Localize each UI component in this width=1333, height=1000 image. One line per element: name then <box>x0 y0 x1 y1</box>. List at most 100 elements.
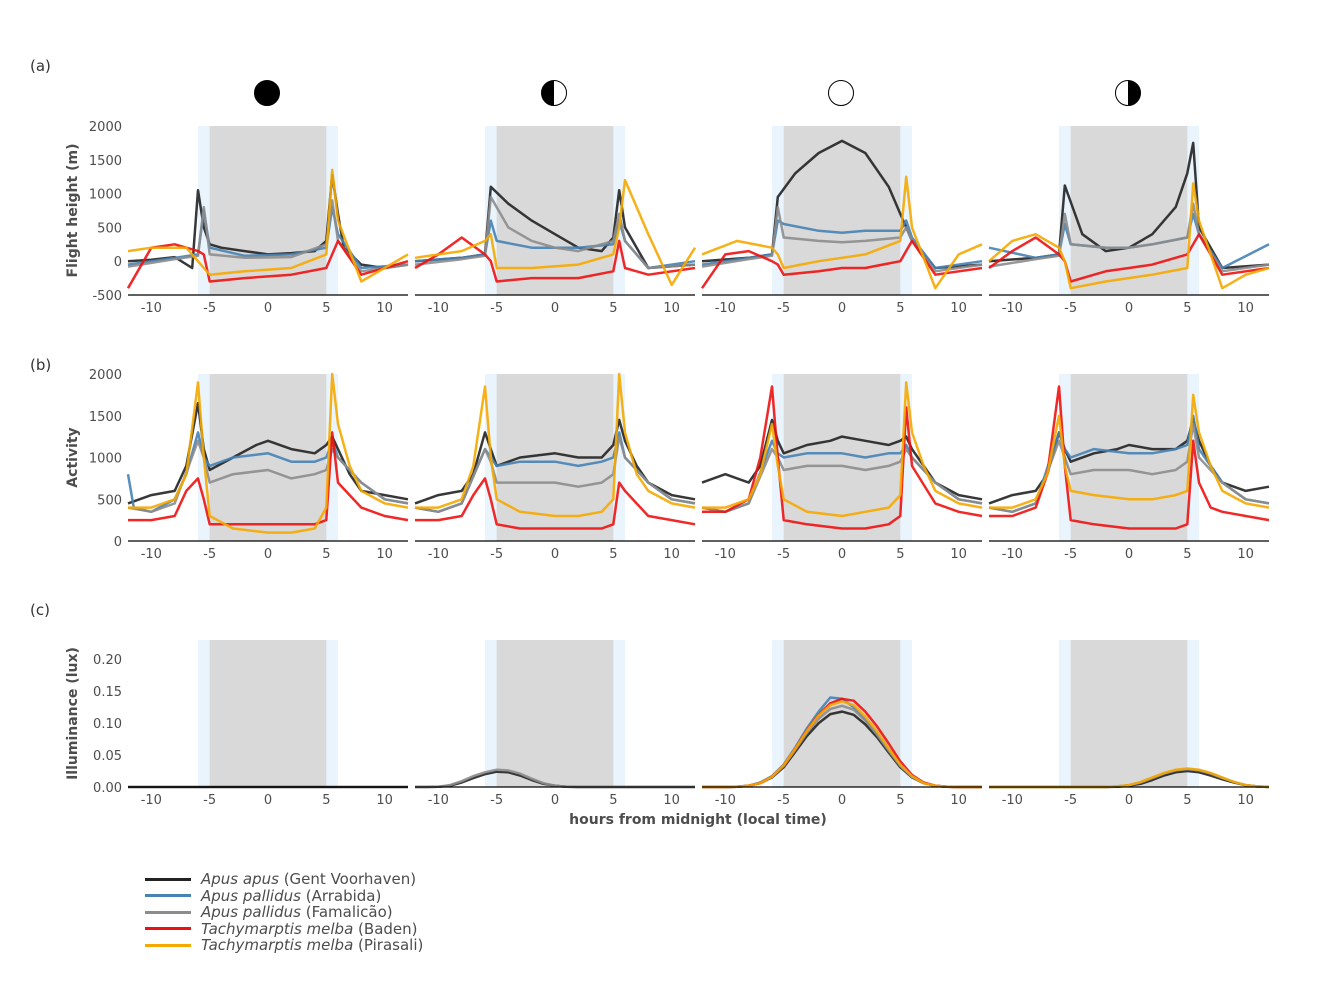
x-tick-label: 10 <box>1237 547 1254 562</box>
x-tick-label: -10 <box>1002 547 1023 562</box>
y-tick-label: 1000 <box>89 188 122 203</box>
series-line <box>415 372 696 518</box>
series-line <box>700 239 983 289</box>
series-line <box>128 372 409 534</box>
legend-species: Apus apus <box>201 870 279 889</box>
series-line <box>415 477 696 530</box>
x-tick-label: 5 <box>1183 793 1191 808</box>
legend-swatch <box>145 910 191 914</box>
x-tick-label: 0 <box>264 301 272 316</box>
night-band <box>496 640 614 787</box>
legend-species: Tachymarptis melba <box>201 936 354 955</box>
y-axis-title: Illuminance (lux) <box>65 647 81 780</box>
x-tick-label: 10 <box>950 547 967 562</box>
x-tick-label: -10 <box>141 793 162 808</box>
x-tick-label: 10 <box>663 793 680 808</box>
legend-item: Apus pallidus (Arrabida) <box>145 886 423 905</box>
x-tick-label: 5 <box>896 301 904 316</box>
x-tick-label: -5 <box>777 301 790 316</box>
x-tick-label: -10 <box>715 793 736 808</box>
x-tick-label: 0 <box>1125 793 1133 808</box>
x-tick-label: 0 <box>264 547 272 562</box>
y-tick-label: 0.00 <box>93 781 122 796</box>
x-tick-label: -10 <box>715 547 736 562</box>
facet-c-new: -10 -5 0 5 10 0.00 0.05 0.10 0.15 0.20 <box>93 640 408 808</box>
x-tick-label: -5 <box>1064 793 1077 808</box>
x-tick-label: 5 <box>896 547 904 562</box>
series-line <box>701 175 983 290</box>
panel-label-a: (a) <box>30 57 51 75</box>
y-tick-label: 1500 <box>89 154 122 169</box>
x-tick-label: 10 <box>376 547 393 562</box>
y-tick-label: 0.05 <box>93 749 122 764</box>
legend-site: (Pirasali) <box>358 936 424 955</box>
series-line <box>414 178 697 287</box>
x-tick-label: 5 <box>322 547 330 562</box>
x-tick-label: 10 <box>1237 301 1254 316</box>
x-tick-label: 0 <box>838 301 846 316</box>
x-tick-label: -10 <box>428 301 449 316</box>
y-tick-label: 2000 <box>89 368 122 383</box>
night-band <box>783 126 901 295</box>
night-band <box>209 374 327 541</box>
x-tick-label: 0 <box>838 793 846 808</box>
legend-item: Tachymarptis melba (Baden) <box>145 919 423 938</box>
legend-item: Tachymarptis melba (Pirasali) <box>145 936 424 955</box>
x-tick-label: -10 <box>428 793 449 808</box>
series-line <box>988 232 1270 283</box>
x-tick-label: 5 <box>609 301 617 316</box>
x-tick-label: 5 <box>322 793 330 808</box>
series-line <box>702 381 983 518</box>
x-tick-label: 0 <box>551 547 559 562</box>
series-line <box>989 393 1270 509</box>
y-axis-title: Flight height (m) <box>65 144 81 278</box>
facet-b-full: -10 -5 0 5 10 <box>701 374 983 562</box>
series-line <box>127 168 409 283</box>
series-line <box>702 385 983 530</box>
x-tick-label: 10 <box>663 547 680 562</box>
x-tick-label: -10 <box>428 547 449 562</box>
legend-species: Apus pallidus <box>201 903 301 922</box>
moon-icon-first-quarter <box>541 80 567 106</box>
series-line <box>702 700 982 789</box>
plot-area: -10 -5 0 5 10 -5 0 0 0 5 0 0 1000 1500 2000 -10 -5 0 5 10 -1… <box>65 120 1270 808</box>
legend-swatch <box>145 927 191 931</box>
facet-c-last-quarter: -10 -5 0 5 10 <box>989 640 1270 808</box>
x-tick-label: 10 <box>376 793 393 808</box>
facet-a-full: -10 -5 0 5 10 <box>700 126 983 316</box>
night-band <box>209 126 327 295</box>
night-band <box>1070 640 1188 787</box>
moon-icon-last-quarter <box>1115 80 1141 106</box>
legend-species: Tachymarptis melba <box>201 919 354 938</box>
series-line <box>126 239 409 289</box>
legend-species: Apus pallidus <box>201 886 301 905</box>
y-tick-label: 0.20 <box>93 653 122 668</box>
series-line <box>128 431 409 526</box>
facet-a-last-quarter: -10 -5 0 5 10 <box>988 126 1270 316</box>
x-tick-label: -5 <box>490 547 503 562</box>
x-tick-label: 10 <box>950 793 967 808</box>
facet-b-new: -10 -5 0 5 10 0 500 1000 1500 2000 <box>89 368 409 562</box>
x-tick-label: 10 <box>1237 793 1254 808</box>
x-tick-label: -5 <box>777 547 790 562</box>
facet-a-first-quarter: -10 -5 0 5 10 <box>414 126 697 316</box>
legend-swatch <box>145 877 191 881</box>
facet-b-first-quarter: -10 -5 0 5 10 <box>414 372 696 562</box>
x-tick-label: -10 <box>1002 793 1023 808</box>
moon-icon-full <box>828 80 854 106</box>
night-band <box>783 374 901 541</box>
legend-site: (Baden) <box>358 919 418 938</box>
x-tick-label: 0 <box>1125 301 1133 316</box>
legend-site: (Gent Voorhaven) <box>283 870 417 889</box>
x-tick-label: -5 <box>203 547 216 562</box>
panel-label-c: (c) <box>30 601 50 619</box>
x-tick-label: 0 <box>264 793 272 808</box>
x-tick-label: -10 <box>141 301 162 316</box>
x-tick-label: -10 <box>715 301 736 316</box>
y-tick-label: 0.15 <box>93 685 122 700</box>
x-tick-label: 5 <box>896 793 904 808</box>
legend: Apus apus (Gent Voorhaven) Apus pallidus… <box>145 870 424 955</box>
night-band <box>1070 126 1188 295</box>
x-tick-label: -5 <box>1064 301 1077 316</box>
legend-swatch <box>145 894 191 898</box>
